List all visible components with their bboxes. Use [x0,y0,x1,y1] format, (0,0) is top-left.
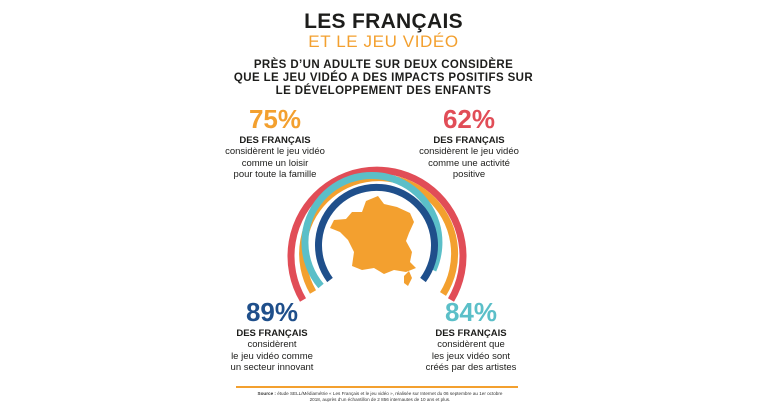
stat-84-label: DES FRANÇAIS [435,328,507,339]
stat-89-value: 89% [245,297,299,327]
title-line-1: LES FRANÇAIS [304,10,463,33]
stat-84-value: 84% [444,297,498,327]
title-line-2: ET LE JEU VIDÉO [308,32,459,51]
stat-75: 75% DES FRANÇAIS considèrent le jeu vidé… [200,105,350,181]
france-map-icon [330,196,416,274]
corsica-icon [404,271,412,286]
stat-89-line-1: considèrent [247,339,297,350]
stat-89-line-2: le jeu vidéo comme [231,350,313,362]
stat-75-label: DES FRANÇAIS [239,135,311,146]
stat-75-line-1: considèrent le jeu vidéo [225,146,325,157]
stat-84-line-2: les jeux vidéo sont [431,350,511,362]
stat-62-line-3: positive [452,169,486,180]
stat-84-line-1: considèrent que [437,339,505,350]
footer-divider [236,386,518,388]
source-line-1: étude SELL/Médiamétrie « Les Français et… [277,391,503,396]
stat-62: 62% DES FRANÇAIS considèrent le jeu vidé… [394,105,544,181]
stat-84-line-3: créés par des artistes [425,362,517,373]
stat-62-line-2: comme une activité [428,157,510,169]
subtitle: PRÈS D’UN ADULTE SUR DEUX CONSIDÈRE QUE … [0,59,767,98]
stat-62-label: DES FRANÇAIS [433,135,505,146]
stat-62-value: 62% [442,104,496,134]
arc-navy [315,183,438,283]
stat-89-label: DES FRANÇAIS [236,328,308,339]
subtitle-line-2: QUE LE JEU VIDÉO A DES IMPACTS POSITIFS … [233,72,534,84]
arc-red [287,166,467,302]
stat-62-line-1: considèrent le jeu vidéo [419,146,519,157]
source-label: Source : [257,391,276,396]
stat-84: 84% DES FRANÇAIS considèrent que les jeu… [396,298,546,374]
source-note: Source : étude SELL/Médiamétrie « Les Fr… [230,391,530,403]
stat-75-value: 75% [248,104,302,134]
source-line-2: 2018, auprès d’un échantillon de 2 856 i… [309,397,451,402]
subtitle-line-3: LE DÉVELOPPEMENT DES ENFANTS [275,85,492,97]
stat-89-line-3: un secteur innovant [230,362,314,373]
stat-75-line-3: pour toute la famille [233,169,317,180]
stat-75-line-2: comme un loisir [241,157,309,169]
subtitle-line-1: PRÈS D’UN ADULTE SUR DEUX CONSIDÈRE [253,59,514,71]
stat-89: 89% DES FRANÇAIS considèrent le jeu vidé… [197,298,347,374]
arc-teal [301,172,443,289]
